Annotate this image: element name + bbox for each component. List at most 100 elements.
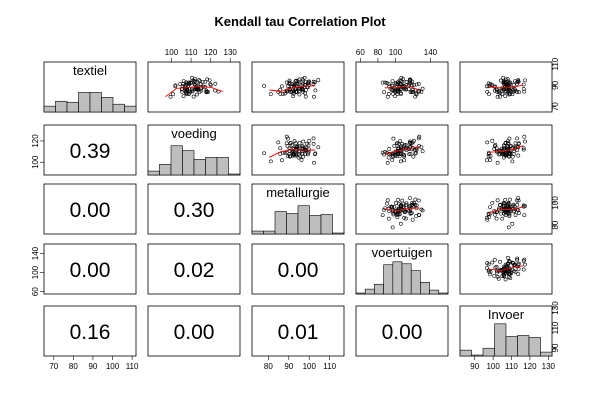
point: [312, 160, 316, 165]
point: [505, 204, 510, 209]
point: [180, 86, 185, 91]
hist-bar-1-6: [101, 97, 114, 113]
point: [521, 267, 526, 272]
point: [390, 205, 395, 210]
point: [502, 79, 506, 84]
point: [493, 142, 498, 147]
point: [503, 94, 508, 99]
point: [312, 94, 316, 99]
hist-bar-5-7: [528, 337, 541, 357]
point: [391, 91, 395, 96]
scatter-3-5: [484, 196, 527, 230]
point: [386, 155, 391, 160]
point: [388, 151, 393, 156]
point: [404, 201, 409, 206]
point: [285, 144, 290, 148]
point: [522, 213, 527, 217]
point: [178, 82, 182, 86]
point: [414, 214, 419, 219]
point: [498, 202, 502, 207]
point: [395, 92, 400, 96]
y-tick-label: 110: [551, 321, 560, 334]
point: [508, 259, 512, 264]
hist-bar-3-6: [309, 215, 322, 235]
point: [383, 149, 388, 154]
point: [517, 261, 521, 266]
point: [287, 78, 292, 83]
point: [496, 152, 501, 157]
point: [395, 146, 400, 151]
smooth-line: [488, 145, 524, 153]
hist-bar-4-4: [383, 264, 394, 295]
point: [521, 203, 526, 208]
point: [284, 134, 289, 139]
hist-bar-3-7: [320, 214, 333, 235]
point: [501, 151, 506, 156]
hist-bar-4-8: [420, 281, 430, 295]
point: [486, 151, 491, 156]
point: [492, 84, 497, 89]
smooth-line: [384, 146, 420, 155]
point: [508, 276, 513, 281]
point: [521, 204, 526, 209]
hist-bar-1-2: [55, 100, 68, 113]
point: [168, 94, 173, 99]
y-tick-label: 60: [31, 287, 40, 296]
corr-3-2: 0.30: [174, 199, 215, 222]
point: [410, 88, 415, 92]
point: [292, 89, 297, 94]
point: [398, 159, 403, 164]
point: [301, 89, 306, 94]
point: [316, 145, 321, 150]
point: [493, 265, 498, 270]
scatter-4-5: [484, 255, 527, 282]
point: [298, 86, 303, 91]
hist-bar-2-3: [170, 145, 183, 176]
point: [313, 151, 318, 156]
panel-1-5: [459, 61, 553, 113]
panel-1-3: [251, 61, 345, 113]
point: [507, 259, 512, 263]
point: [316, 78, 321, 82]
point: [506, 79, 511, 84]
point: [521, 147, 526, 152]
point: [190, 75, 194, 80]
point: [401, 77, 406, 82]
point: [204, 89, 209, 94]
point: [185, 88, 190, 93]
point: [413, 197, 418, 202]
point: [504, 270, 509, 275]
hist-bar-3-2: [263, 230, 276, 235]
point: [386, 206, 391, 211]
point: [197, 78, 201, 82]
point: [399, 144, 404, 149]
point: [311, 136, 316, 141]
x-tick-label: 70: [49, 362, 58, 371]
x-tick-label: 80: [373, 48, 382, 57]
diag-label-3: metallurgie: [266, 185, 330, 200]
point: [515, 257, 519, 262]
point: [390, 225, 395, 230]
point: [485, 217, 490, 222]
point: [517, 211, 521, 215]
hist-bar-4-7: [410, 270, 421, 295]
point: [398, 82, 403, 87]
point: [296, 82, 301, 86]
point: [213, 81, 218, 86]
point: [194, 80, 199, 85]
point: [523, 262, 527, 267]
point: [502, 211, 507, 216]
scatter-2-4: [380, 134, 425, 165]
point: [398, 91, 403, 95]
point: [485, 140, 490, 145]
point: [416, 81, 421, 86]
hist-bar-4-5: [392, 261, 403, 295]
point: [398, 139, 403, 144]
panel-5-1: [43, 305, 137, 357]
point: [262, 83, 267, 88]
point: [307, 79, 311, 84]
point: [301, 139, 306, 144]
x-tick-label: 60: [356, 48, 365, 57]
point: [389, 204, 394, 209]
point: [486, 81, 491, 86]
